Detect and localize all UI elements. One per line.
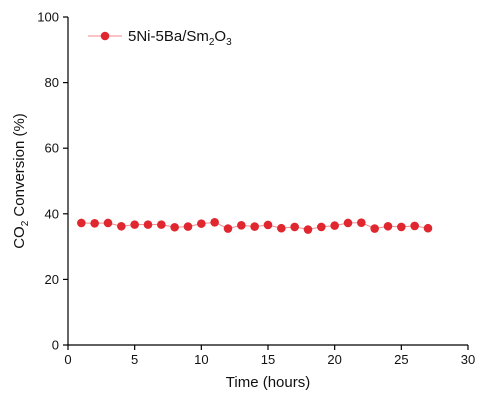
x-tick-label: 25	[394, 352, 408, 367]
data-point	[170, 222, 179, 232]
data-point	[357, 218, 366, 227]
data-point	[330, 221, 339, 230]
data-point	[397, 222, 406, 232]
data-point	[157, 220, 166, 229]
data-point	[343, 218, 353, 228]
legend-label-text: O	[214, 28, 226, 45]
legend: 5Ni-5Ba/Sm2O3	[88, 28, 232, 48]
y-tick-label: 60	[45, 141, 59, 156]
legend-marker	[100, 31, 110, 41]
data-point	[117, 221, 126, 231]
data-point	[237, 220, 246, 230]
data-point	[370, 224, 379, 233]
data-point	[317, 222, 326, 232]
data-point	[410, 221, 419, 231]
data-point	[223, 224, 233, 233]
legend-label: 5Ni-5Ba/Sm2O3	[128, 28, 232, 48]
data-point	[277, 223, 286, 233]
data-point	[250, 222, 259, 231]
x-tick-label: 20	[327, 352, 341, 367]
y-tick-label: 100	[37, 10, 59, 25]
data-point	[423, 223, 433, 233]
data-point	[290, 222, 299, 232]
data-point	[210, 218, 219, 227]
data-point	[183, 222, 193, 231]
series-layer	[77, 218, 433, 234]
x-ticks: 0 5 10 15 20 25 30	[64, 345, 475, 367]
y-axis-title-rest: Conversion (%)	[11, 113, 28, 221]
legend-label-subscript: 3	[226, 37, 232, 48]
x-tick-label: 15	[261, 352, 275, 367]
y-axis-title: CO2 Conversion (%)	[11, 113, 31, 249]
data-point	[77, 218, 86, 228]
axes: 0 5 10 15 20 25 30 0 20 40 60 80 100	[37, 10, 475, 368]
y-axis-title-subscript: 2	[20, 220, 31, 226]
data-point	[90, 219, 99, 228]
data-point	[143, 220, 153, 229]
legend-label-text: 5Ni-5Ba/Sm	[128, 28, 209, 45]
x-tick-label: 10	[194, 352, 208, 367]
y-axis-title-co: CO	[11, 226, 28, 249]
data-point	[383, 221, 393, 231]
x-tick-label: 0	[64, 352, 71, 367]
legend-label-subscript: 2	[209, 37, 215, 48]
y-tick-label: 0	[52, 338, 59, 353]
y-tick-label: 80	[45, 75, 59, 90]
x-tick-label: 5	[131, 352, 138, 367]
data-point	[303, 225, 313, 234]
y-tick-label: 40	[45, 206, 59, 221]
x-axis-title: Time (hours)	[226, 374, 310, 391]
y-tick-label: 20	[45, 272, 59, 287]
data-point	[130, 220, 139, 229]
x-tick-label: 30	[461, 352, 475, 367]
data-point	[263, 220, 273, 230]
data-point	[197, 219, 206, 228]
data-point	[103, 218, 113, 228]
y-ticks: 0 20 40 60 80 100	[37, 10, 68, 353]
